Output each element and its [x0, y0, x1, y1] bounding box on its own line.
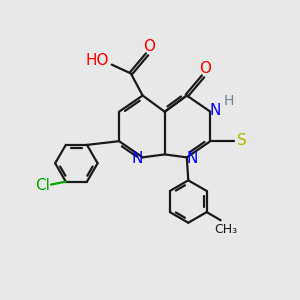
Text: N: N [210, 103, 221, 118]
Text: N: N [186, 151, 198, 166]
Text: CH₃: CH₃ [214, 223, 238, 236]
Text: N: N [132, 151, 143, 166]
Text: S: S [237, 133, 247, 148]
Text: O: O [200, 61, 211, 76]
Text: Cl: Cl [35, 178, 50, 193]
Text: HO: HO [85, 53, 109, 68]
Text: H: H [224, 94, 234, 108]
Text: O: O [143, 39, 155, 54]
